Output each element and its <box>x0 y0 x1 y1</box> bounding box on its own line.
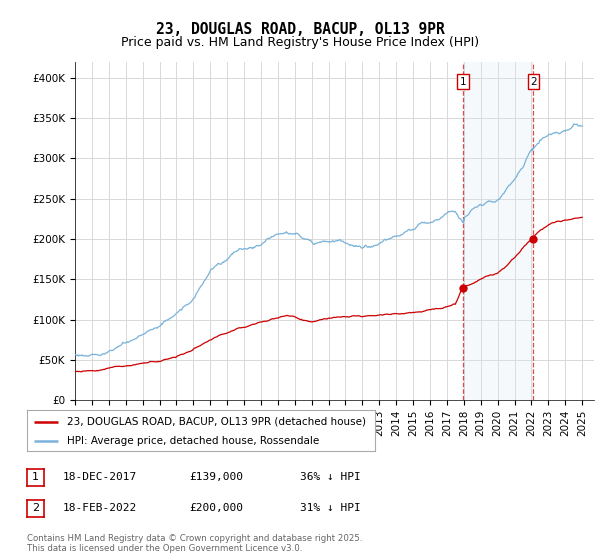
Text: HPI: Average price, detached house, Rossendale: HPI: Average price, detached house, Ross… <box>67 436 319 446</box>
Text: £200,000: £200,000 <box>189 503 243 514</box>
Text: £139,000: £139,000 <box>189 472 243 482</box>
Text: Price paid vs. HM Land Registry's House Price Index (HPI): Price paid vs. HM Land Registry's House … <box>121 36 479 49</box>
Bar <box>463 62 533 400</box>
Text: 23, DOUGLAS ROAD, BACUP, OL13 9PR: 23, DOUGLAS ROAD, BACUP, OL13 9PR <box>155 22 445 38</box>
Text: 18-FEB-2022: 18-FEB-2022 <box>63 503 137 514</box>
Text: 2: 2 <box>530 77 537 87</box>
Text: 2: 2 <box>32 503 39 514</box>
Text: 36% ↓ HPI: 36% ↓ HPI <box>300 472 361 482</box>
Text: 23, DOUGLAS ROAD, BACUP, OL13 9PR (detached house): 23, DOUGLAS ROAD, BACUP, OL13 9PR (detac… <box>67 417 366 427</box>
Text: 18-DEC-2017: 18-DEC-2017 <box>63 472 137 482</box>
Text: Contains HM Land Registry data © Crown copyright and database right 2025.
This d: Contains HM Land Registry data © Crown c… <box>27 534 362 553</box>
Text: 1: 1 <box>460 77 466 87</box>
Text: 1: 1 <box>32 472 39 482</box>
Text: 31% ↓ HPI: 31% ↓ HPI <box>300 503 361 514</box>
